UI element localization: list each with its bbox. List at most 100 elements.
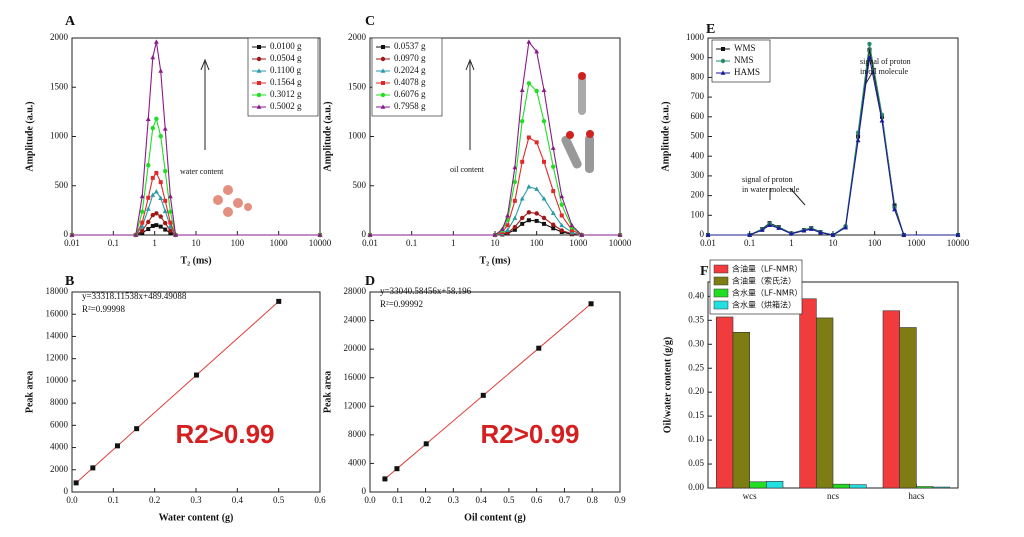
point [492,232,498,237]
point [381,45,385,49]
point [139,223,145,229]
point [114,443,120,449]
legend-label: 含水量（烘箱法） [732,300,796,310]
y-tick-label: 2000 [50,464,69,474]
legend-swatch [713,276,729,286]
x-tick-label: 0.2 [420,495,431,505]
x-tick-label: 0.9 [614,495,626,505]
panel-label: E [706,22,715,37]
x-tick-label: 0.1 [744,238,755,248]
equation: y=33318.11538x+489.49088 [82,291,187,301]
point [158,180,163,185]
legend-swatch [713,264,729,274]
legend-label: 0.1564 g [270,77,302,87]
point [520,215,525,221]
point [168,231,173,236]
legend-label: 0.3012 g [270,89,302,99]
x-tick-label: 0.01 [362,238,378,248]
point [720,58,726,64]
point [536,345,542,351]
legend-label: HAMS [734,67,760,77]
y-tick-label: 14000 [46,331,69,341]
y-tick-label: 700 [691,91,705,101]
point [551,222,556,227]
point [955,232,961,237]
point [569,228,574,233]
point [150,175,155,180]
point [153,189,159,194]
y-tick-label: 16000 [344,372,367,382]
x-tick-label: 0.6 [314,495,326,505]
panel-label: A [65,14,76,29]
point [520,159,525,164]
x-tick-label: 0.4 [475,495,487,505]
y-tick-label: 0.40 [688,290,704,300]
atom [566,131,574,139]
y-axis-label: Amplitude (a.u.) [24,101,35,171]
pointer [789,187,806,206]
bar [766,480,784,489]
point [550,145,556,150]
bar [716,316,734,489]
point [588,301,594,307]
bar [816,317,834,489]
legend-box [371,37,443,117]
y-tick-label: 0.10 [688,434,704,444]
y-axis-label: Amplitude (a.u.) [322,101,333,171]
point [542,221,547,226]
x-axis-label: Water content (g) [159,512,234,523]
y-tick-label: 8000 [50,397,69,407]
point [158,68,164,73]
x-tick-label: 0.1 [108,495,119,505]
plot-frame [71,291,321,493]
x-tick-label: 0.6 [531,495,543,505]
bar [732,332,750,489]
annotation: signal of proton [742,175,793,184]
y-tick-label: 0.05 [688,458,704,468]
x-tick-label: 100 [530,238,544,248]
legend-label: 含油量（索氏法） [732,276,796,286]
x-tick-label: hacs [908,491,924,501]
point [146,195,151,200]
y-tick-label: 0.15 [688,410,704,420]
y-tick-label: 0 [362,486,367,496]
point [808,226,814,231]
point [526,218,531,223]
series-line [72,190,320,236]
y-tick-label: 0.30 [688,338,704,348]
point [382,476,388,482]
legend-label: 0.1100 g [270,65,302,75]
point [512,224,518,230]
point [559,193,565,199]
point [256,104,262,109]
y-tick-label: 1000 [50,131,69,141]
point [818,230,823,235]
y-tick-label: 1500 [348,81,367,91]
note: R2>0.99 [480,419,579,449]
y-tick-label: 0 [700,229,705,239]
point [145,206,151,211]
point [534,218,539,223]
point [569,222,575,228]
legend: 含油量（LF-NMR） 含油量（索氏法） 含水量（LF-NMR） 含水量（烘箱法） [709,259,802,315]
point [776,225,782,230]
point [168,228,173,233]
y-tick-label: 800 [691,71,705,81]
point [526,39,532,44]
r-squared: R²=0.99992 [380,299,423,309]
annotation: in water molecule [742,185,800,194]
legend: WMS NMS HAMS [711,39,771,83]
chain [561,135,582,169]
y-tick-label: 0.25 [688,362,704,372]
point [559,202,564,207]
point [559,213,564,218]
y-tick-label: 1000 [686,32,705,42]
equation: y=33040.58456x+58.196 [380,286,472,296]
y-axis-label: Peak area [24,371,35,413]
point [519,196,525,201]
y-axis-label: Oil/water content (g/g) [662,337,673,433]
atom [578,72,586,80]
point [163,198,168,203]
legend-label: 0.7958 g [394,101,426,111]
y-tick-label: 400 [691,150,705,160]
